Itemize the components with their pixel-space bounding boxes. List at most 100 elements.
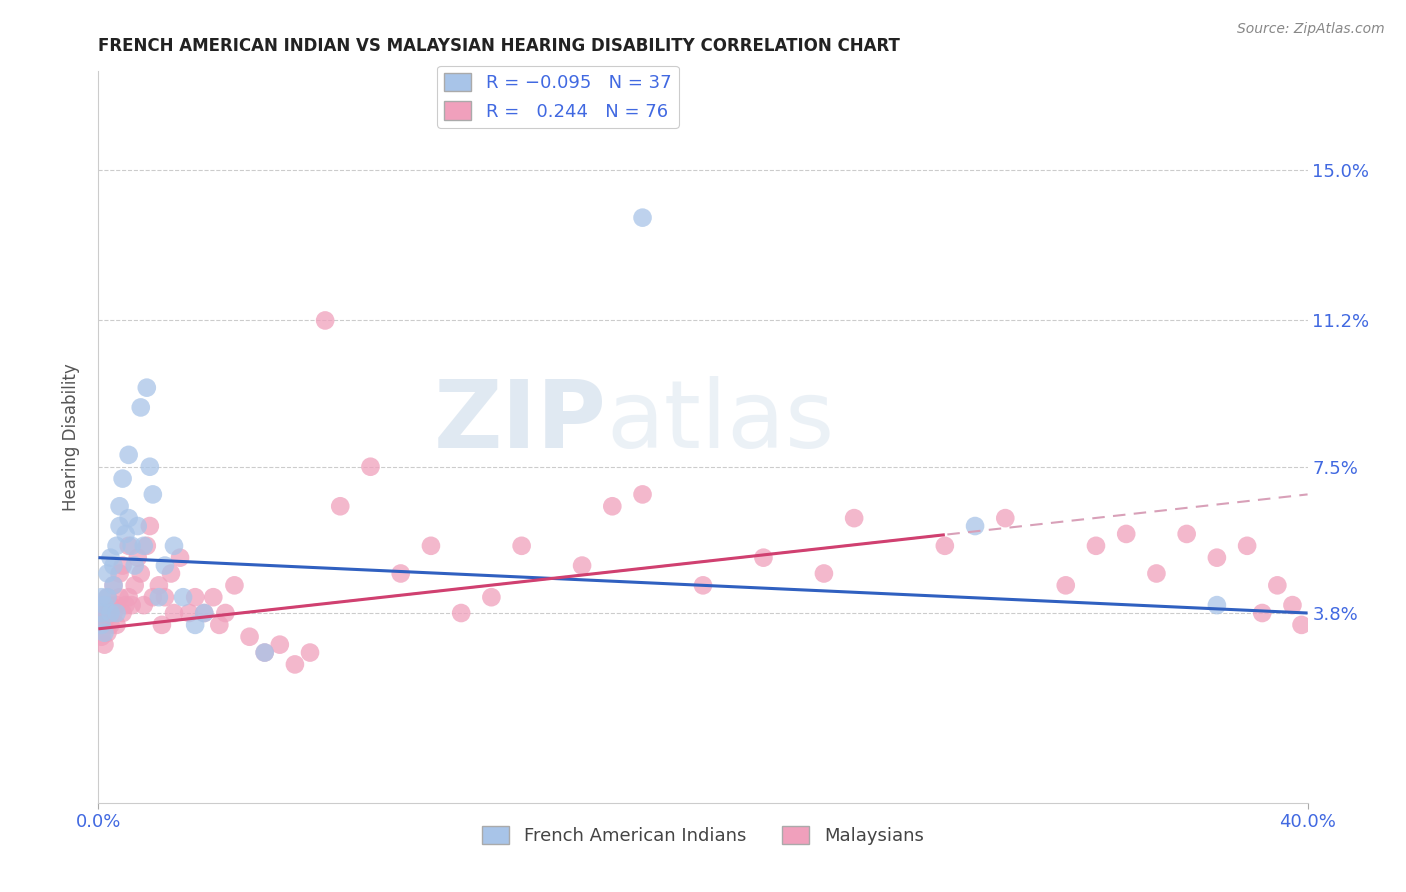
Point (692, 578, 714, 592)
Point (105, 606, 128, 620)
Point (631, 487, 654, 501)
Y-axis label: Hearing Disability: Hearing Disability (62, 363, 80, 511)
Point (103, 578, 125, 592)
Point (142, 591, 165, 605)
Point (135, 381, 157, 395)
Point (844, 511, 866, 525)
Point (105, 539, 128, 553)
Point (1281, 598, 1303, 612)
Point (172, 591, 194, 605)
Point (96, 591, 118, 605)
Point (1085, 539, 1108, 553)
Point (124, 558, 146, 573)
Point (93, 638, 115, 652)
Point (90, 606, 112, 620)
Point (90, 618, 112, 632)
Point (100, 618, 122, 632)
Point (163, 606, 186, 620)
Point (284, 657, 307, 672)
Point (202, 591, 225, 605)
Point (114, 598, 136, 612)
Point (127, 519, 149, 533)
Point (571, 558, 593, 573)
Point (150, 618, 173, 632)
Point (108, 519, 131, 533)
Point (96, 591, 118, 605)
Point (114, 527, 136, 541)
Point (118, 511, 141, 525)
Point (108, 566, 131, 581)
Point (121, 598, 143, 612)
Point (208, 618, 231, 632)
Point (752, 550, 775, 565)
Point (184, 618, 207, 632)
Point (105, 598, 128, 612)
Point (1144, 566, 1167, 581)
Text: ZIP: ZIP (433, 376, 606, 468)
Point (450, 606, 472, 620)
Point (1267, 578, 1289, 592)
Point (169, 550, 191, 565)
Text: atlas: atlas (606, 376, 835, 468)
Point (1206, 598, 1229, 612)
Point (631, 211, 654, 225)
Point (1115, 527, 1137, 541)
Point (100, 598, 122, 612)
Point (224, 578, 246, 592)
Point (214, 606, 236, 620)
Point (139, 459, 162, 474)
Point (253, 646, 276, 660)
Point (118, 539, 141, 553)
Point (329, 500, 352, 514)
Point (148, 578, 170, 592)
Point (253, 646, 276, 660)
Legend: French American Indians, Malaysians: French American Indians, Malaysians (475, 819, 931, 852)
Point (105, 618, 128, 632)
Point (179, 606, 201, 620)
Text: Source: ZipAtlas.com: Source: ZipAtlas.com (1237, 22, 1385, 37)
Point (90, 618, 112, 632)
Point (129, 401, 152, 415)
Point (118, 591, 141, 605)
Point (103, 578, 125, 592)
Point (153, 558, 176, 573)
Point (1251, 606, 1274, 620)
Point (1175, 527, 1198, 541)
Point (139, 519, 162, 533)
Point (118, 448, 141, 462)
Point (510, 539, 533, 553)
Point (994, 511, 1017, 525)
Point (96, 606, 118, 620)
Point (121, 539, 143, 553)
Point (269, 638, 291, 652)
Point (965, 519, 987, 533)
Point (124, 578, 146, 592)
Point (100, 606, 122, 620)
Point (100, 550, 122, 565)
Point (103, 606, 125, 620)
Point (1236, 539, 1258, 553)
Point (111, 472, 134, 486)
Point (93, 625, 115, 640)
Point (108, 591, 131, 605)
Point (132, 598, 155, 612)
Point (360, 459, 382, 474)
Point (96, 625, 118, 640)
Point (93, 598, 115, 612)
Point (135, 539, 157, 553)
Point (193, 606, 215, 620)
Point (481, 591, 503, 605)
Point (1054, 578, 1077, 592)
Point (148, 591, 170, 605)
Text: FRENCH AMERICAN INDIAN VS MALAYSIAN HEARING DISABILITY CORRELATION CHART: FRENCH AMERICAN INDIAN VS MALAYSIAN HEAR… (98, 37, 900, 54)
Point (90, 606, 112, 620)
Point (1291, 618, 1313, 632)
Point (90, 630, 112, 644)
Point (420, 539, 443, 553)
Point (103, 558, 125, 573)
Point (184, 591, 207, 605)
Point (1206, 550, 1229, 565)
Point (314, 313, 336, 327)
Point (813, 566, 835, 581)
Point (163, 539, 186, 553)
